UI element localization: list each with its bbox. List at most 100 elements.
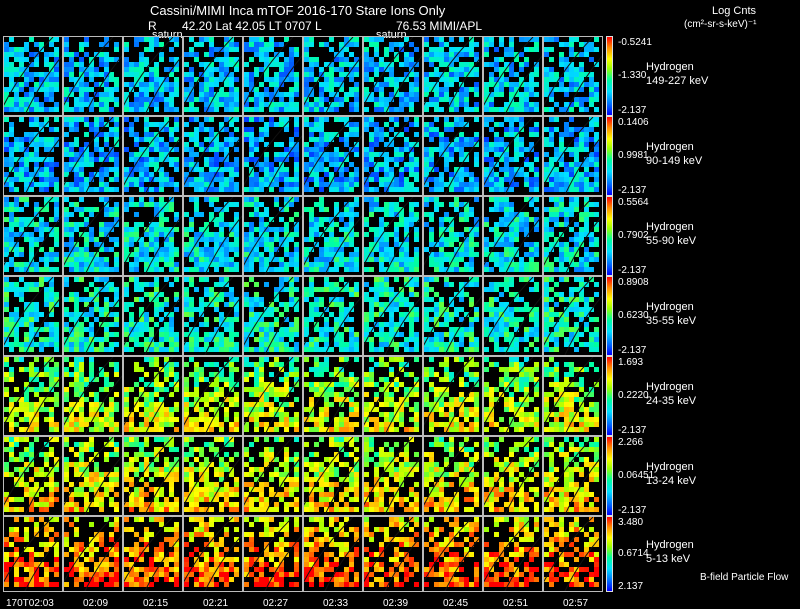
colorbar-max-label: 0.5564 bbox=[618, 197, 649, 208]
energy-range-label: 24-35 keV bbox=[646, 395, 697, 407]
colorbar-min-label: -2.137 bbox=[618, 105, 647, 116]
l-value: 76.53 MIMI/APL bbox=[396, 19, 483, 33]
panel-row bbox=[3, 116, 603, 196]
image-frame bbox=[423, 516, 483, 592]
time-tick-label: 02:45 bbox=[443, 598, 469, 609]
image-frame bbox=[543, 356, 603, 436]
footer-label: B-field Particle Flow bbox=[700, 572, 789, 583]
image-frame bbox=[243, 516, 303, 592]
image-frame bbox=[63, 36, 123, 116]
image-frame bbox=[483, 36, 543, 116]
time-tick-label: 02:27 bbox=[263, 598, 289, 609]
image-frame bbox=[123, 276, 183, 356]
r-label: R bbox=[148, 19, 157, 33]
saturn-label: saturn bbox=[152, 29, 183, 41]
species-label: Hydrogen bbox=[646, 301, 694, 313]
image-frame bbox=[363, 436, 423, 516]
colorbar-min-label: -2.137 bbox=[618, 425, 647, 436]
image-frame bbox=[423, 116, 483, 196]
image-frame bbox=[243, 356, 303, 436]
image-frame bbox=[483, 196, 543, 276]
panel-row bbox=[3, 436, 603, 516]
image-grid bbox=[3, 36, 603, 592]
time-tick-label: 02:51 bbox=[503, 598, 529, 609]
image-frame bbox=[123, 36, 183, 116]
image-frame bbox=[243, 196, 303, 276]
image-frame bbox=[363, 516, 423, 592]
energy-range-label: 90-149 keV bbox=[646, 155, 703, 167]
image-frame bbox=[63, 196, 123, 276]
panel-row bbox=[3, 196, 603, 276]
image-frame bbox=[483, 436, 543, 516]
colorbar-max-label: 3.480 bbox=[618, 517, 644, 528]
image-frame bbox=[183, 436, 243, 516]
colorbar bbox=[606, 116, 613, 196]
image-frame bbox=[363, 116, 423, 196]
colorbar-max-label: -0.5241 bbox=[618, 37, 652, 48]
image-frame bbox=[3, 516, 63, 592]
colorbar-min-label: -2.137 bbox=[618, 185, 647, 196]
image-frame bbox=[183, 196, 243, 276]
image-frame bbox=[63, 516, 123, 592]
image-frame bbox=[63, 276, 123, 356]
time-tick-label: 02:39 bbox=[383, 598, 409, 609]
image-frame bbox=[123, 516, 183, 592]
image-frame bbox=[483, 116, 543, 196]
image-frame bbox=[543, 36, 603, 116]
image-frame bbox=[183, 276, 243, 356]
image-frame bbox=[423, 356, 483, 436]
orbit-values: 42.20 Lat 42.05 LT 0707 L bbox=[182, 19, 322, 33]
image-frame bbox=[183, 36, 243, 116]
image-frame bbox=[63, 356, 123, 436]
image-frame bbox=[303, 116, 363, 196]
image-frame bbox=[423, 436, 483, 516]
image-frame bbox=[3, 436, 63, 516]
image-frame bbox=[303, 516, 363, 592]
image-frame bbox=[543, 116, 603, 196]
image-frame bbox=[63, 116, 123, 196]
colorbar-min-label: -2.137 bbox=[618, 345, 647, 356]
colorbar-mid-label: 0.6714 bbox=[618, 548, 649, 559]
image-frame bbox=[303, 196, 363, 276]
image-frame bbox=[243, 436, 303, 516]
image-frame bbox=[183, 116, 243, 196]
image-frame bbox=[3, 116, 63, 196]
colorbar bbox=[606, 516, 613, 592]
species-label: Hydrogen bbox=[646, 221, 694, 233]
image-frame bbox=[423, 196, 483, 276]
time-tick-label: 02:57 bbox=[563, 598, 589, 609]
panel-row bbox=[3, 516, 603, 592]
image-frame bbox=[243, 116, 303, 196]
image-frame bbox=[123, 196, 183, 276]
colorbar-mid-label: 0.06451 bbox=[618, 470, 655, 481]
colorbar bbox=[606, 276, 613, 356]
image-frame bbox=[123, 356, 183, 436]
colorbar-title: Log Cnts bbox=[712, 5, 757, 17]
species-label: Hydrogen bbox=[646, 381, 694, 393]
panel-row bbox=[3, 276, 603, 356]
species-label: Hydrogen bbox=[646, 539, 694, 551]
colorbar bbox=[606, 356, 613, 436]
image-frame bbox=[363, 36, 423, 116]
species-label: Hydrogen bbox=[646, 141, 694, 153]
image-frame bbox=[63, 436, 123, 516]
colorbar-mid-label: -1.330 bbox=[618, 70, 647, 81]
colorbar bbox=[606, 196, 613, 276]
image-frame bbox=[483, 516, 543, 592]
time-tick-label: 02:15 bbox=[143, 598, 169, 609]
species-label: Hydrogen bbox=[646, 61, 694, 73]
colorbar-min-label: -2.137 bbox=[618, 265, 647, 276]
image-frame bbox=[543, 196, 603, 276]
colorbar-mid-label: 0.7902 bbox=[618, 230, 649, 241]
colorbar-max-label: 0.8908 bbox=[618, 277, 649, 288]
image-frame bbox=[303, 36, 363, 116]
energy-range-label: 149-227 keV bbox=[646, 75, 709, 87]
image-frame bbox=[183, 356, 243, 436]
species-label: Hydrogen bbox=[646, 461, 694, 473]
image-frame bbox=[543, 436, 603, 516]
image-frame bbox=[543, 516, 603, 592]
energy-range-label: 5-13 keV bbox=[646, 553, 691, 565]
image-frame bbox=[423, 276, 483, 356]
plot-title: Cassini/MIMI Inca mTOF 2016-170 Stare Io… bbox=[150, 3, 446, 18]
image-frame bbox=[483, 276, 543, 356]
